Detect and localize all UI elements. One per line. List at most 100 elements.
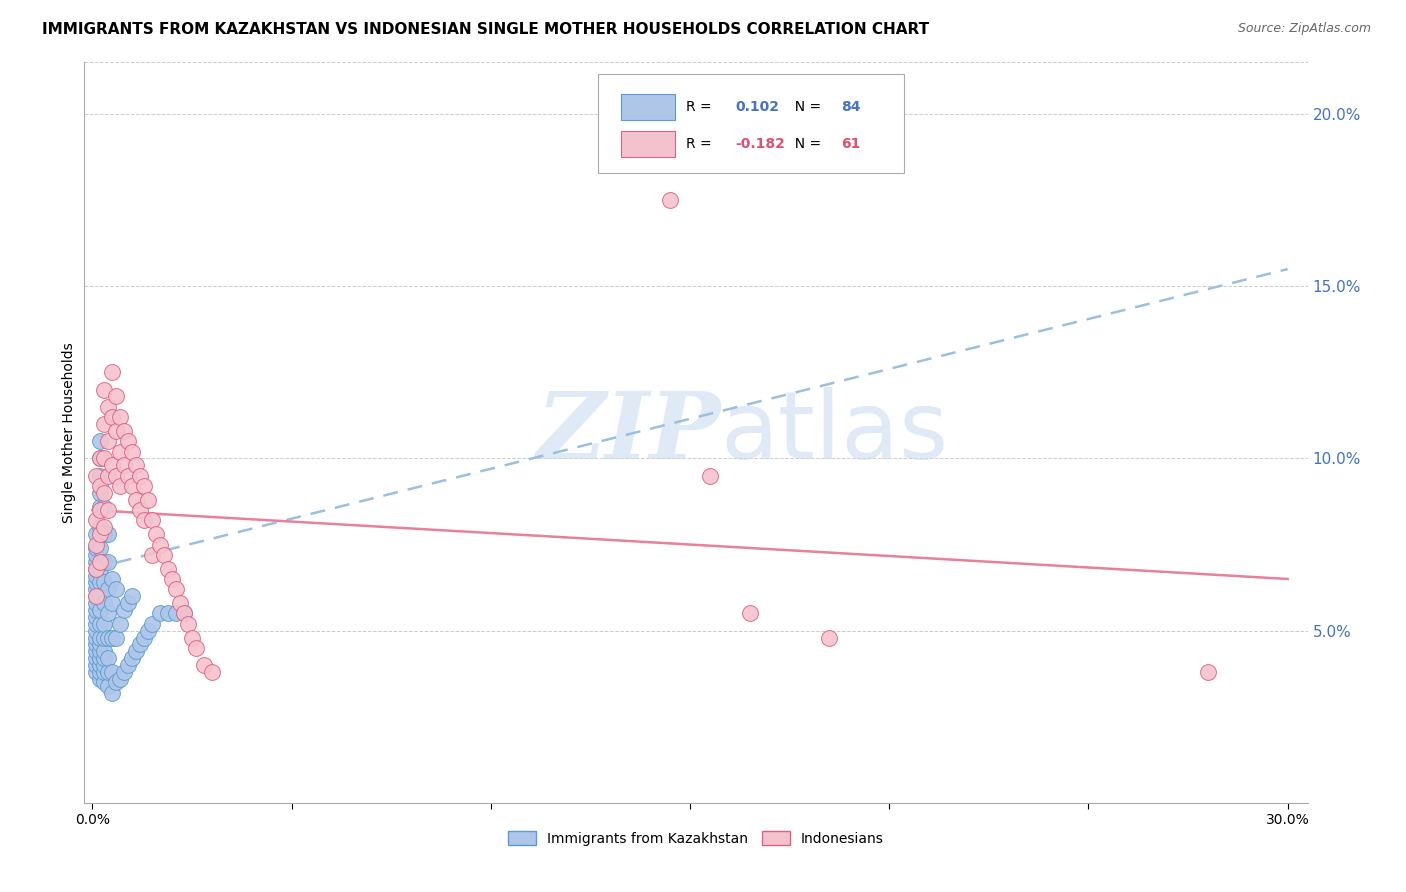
Point (153, 548, 176, 562)
Point (101, 596, 124, 610)
Point (89, 468, 111, 483)
Point (97, 400, 120, 414)
Point (97, 468, 120, 483)
Point (121, 479, 143, 493)
Point (86, 624, 108, 638)
Point (121, 444, 143, 458)
Text: ZIP: ZIP (536, 388, 720, 477)
Point (86, 665, 108, 679)
Point (89, 527, 111, 541)
Point (193, 658, 215, 673)
Text: Source: ZipAtlas.com: Source: ZipAtlas.com (1237, 22, 1371, 36)
Point (89, 451, 111, 466)
Point (136, 624, 159, 638)
Point (89, 451, 111, 466)
Point (112, 665, 135, 679)
Text: -0.182: -0.182 (735, 136, 785, 151)
Point (86, 527, 108, 541)
Point (93, 644, 115, 658)
Point (117, 434, 139, 449)
Point (117, 596, 139, 610)
Point (86, 637, 108, 651)
Point (121, 589, 143, 603)
Point (97, 607, 120, 621)
Point (89, 575, 111, 590)
Point (145, 527, 167, 541)
Point (89, 644, 111, 658)
Point (1197, 665, 1219, 679)
Point (89, 500, 111, 514)
Point (125, 492, 148, 507)
Point (86, 548, 108, 562)
Point (86, 537, 108, 551)
Point (105, 389, 128, 403)
Point (105, 582, 128, 597)
Point (101, 665, 124, 679)
Point (110, 616, 132, 631)
Point (89, 637, 111, 651)
Point (93, 575, 115, 590)
Point (93, 500, 115, 514)
Point (117, 658, 139, 673)
Text: 84: 84 (842, 100, 860, 114)
Point (97, 555, 120, 569)
Text: R =: R = (686, 100, 716, 114)
Point (149, 537, 172, 551)
Point (101, 365, 124, 379)
Point (86, 589, 108, 603)
Point (86, 541, 108, 555)
Point (89, 603, 111, 617)
Point (86, 513, 108, 527)
Point (86, 631, 108, 645)
Text: 61: 61 (842, 136, 860, 151)
Point (97, 434, 120, 449)
Point (110, 672, 132, 686)
Point (93, 658, 115, 673)
Point (93, 451, 115, 466)
Point (89, 665, 111, 679)
Point (86, 568, 108, 582)
Text: N =: N = (786, 100, 825, 114)
Point (177, 616, 200, 631)
Point (89, 541, 111, 555)
Point (86, 561, 108, 575)
Point (173, 607, 195, 621)
Text: 0.102: 0.102 (735, 100, 779, 114)
Point (86, 468, 108, 483)
Point (134, 479, 156, 493)
Point (97, 665, 120, 679)
Point (112, 603, 135, 617)
Point (173, 607, 195, 621)
Point (89, 486, 111, 500)
Point (89, 672, 111, 686)
Point (117, 468, 139, 483)
Point (818, 631, 841, 645)
Y-axis label: Single Mother Households: Single Mother Households (62, 343, 76, 523)
Point (184, 640, 207, 655)
Point (93, 651, 115, 665)
Text: IMMIGRANTS FROM KAZAKHSTAN VS INDONESIAN SINGLE MOTHER HOUSEHOLDS CORRELATION CH: IMMIGRANTS FROM KAZAKHSTAN VS INDONESIAN… (42, 22, 929, 37)
Point (89, 631, 111, 645)
Point (101, 572, 124, 586)
Point (86, 596, 108, 610)
Point (86, 561, 108, 575)
Point (89, 651, 111, 665)
Point (169, 596, 191, 610)
Point (129, 503, 152, 517)
Point (149, 607, 172, 621)
Point (86, 658, 108, 673)
Point (89, 479, 111, 493)
Point (89, 561, 111, 575)
Point (112, 424, 135, 438)
Point (86, 589, 108, 603)
Point (93, 520, 115, 534)
Point (89, 520, 111, 534)
Point (97, 631, 120, 645)
Point (110, 410, 132, 425)
Point (110, 444, 132, 458)
Point (157, 561, 180, 575)
Point (738, 607, 761, 621)
FancyBboxPatch shape (598, 73, 904, 173)
Point (125, 644, 148, 658)
Text: N =: N = (786, 136, 825, 151)
